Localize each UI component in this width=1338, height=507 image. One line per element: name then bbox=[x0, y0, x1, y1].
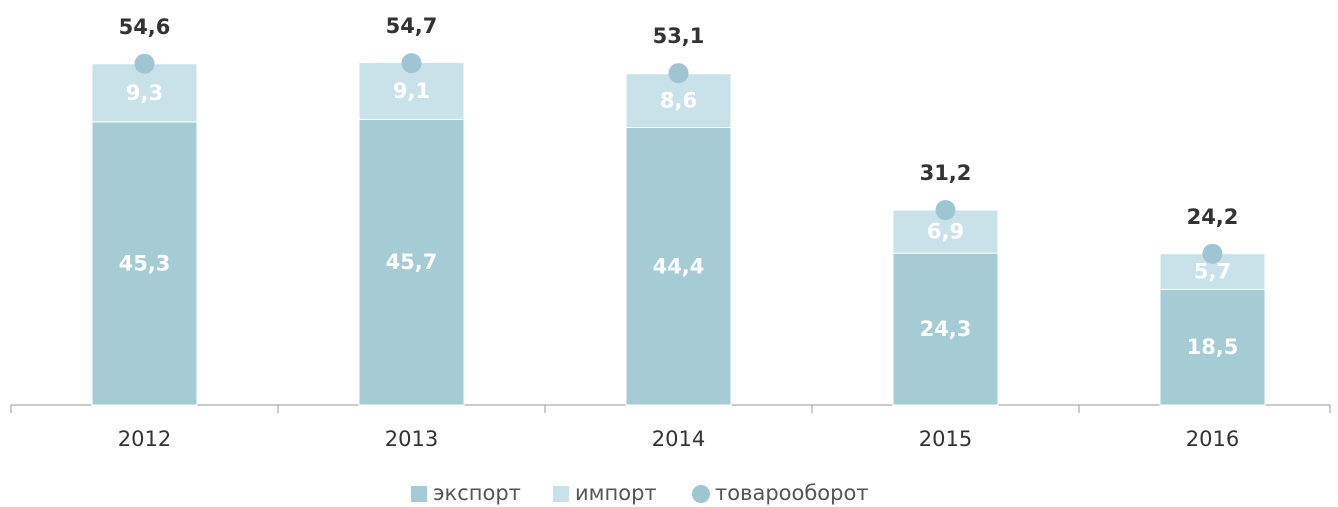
bar-segment bbox=[91, 121, 198, 406]
value-label: 24,3 bbox=[920, 317, 972, 341]
value-label: 44,4 bbox=[653, 254, 705, 278]
legend-marker bbox=[692, 485, 710, 503]
value-label: 8,6 bbox=[660, 89, 697, 113]
bar-segment bbox=[892, 252, 999, 406]
bar-segment bbox=[625, 73, 732, 128]
total-label: 54,6 bbox=[119, 15, 171, 39]
total-dot bbox=[668, 63, 689, 84]
total-dot bbox=[1202, 243, 1223, 264]
legend-label: импорт bbox=[575, 481, 657, 505]
bar-segment bbox=[358, 62, 465, 120]
total-dot bbox=[401, 53, 422, 74]
value-label: 9,1 bbox=[393, 79, 430, 103]
bar-segment bbox=[625, 127, 732, 406]
value-label: 6,9 bbox=[927, 220, 964, 244]
legend-label: товарооборот bbox=[715, 481, 869, 505]
total-dot bbox=[134, 53, 155, 74]
x-tick-label: 2014 bbox=[652, 427, 705, 451]
legend-marker bbox=[411, 486, 427, 502]
total-label: 31,2 bbox=[920, 161, 972, 185]
value-label: 45,3 bbox=[119, 251, 171, 275]
value-label: 45,7 bbox=[386, 250, 438, 274]
total-label: 54,7 bbox=[386, 14, 438, 38]
total-label: 24,2 bbox=[1187, 205, 1239, 229]
x-tick-label: 2016 bbox=[1186, 427, 1239, 451]
x-tick-label: 2012 bbox=[118, 427, 171, 451]
bar-segment bbox=[1159, 288, 1266, 406]
value-label: 18,5 bbox=[1187, 335, 1239, 359]
value-label: 9,3 bbox=[126, 81, 163, 105]
x-tick-label: 2015 bbox=[919, 427, 972, 451]
total-dot bbox=[935, 200, 956, 220]
total-label: 53,1 bbox=[653, 24, 705, 48]
x-tick-label: 2013 bbox=[385, 427, 438, 451]
legend-marker bbox=[553, 486, 569, 502]
legend-label: экспорт bbox=[433, 481, 521, 505]
bar-segment bbox=[358, 118, 465, 406]
